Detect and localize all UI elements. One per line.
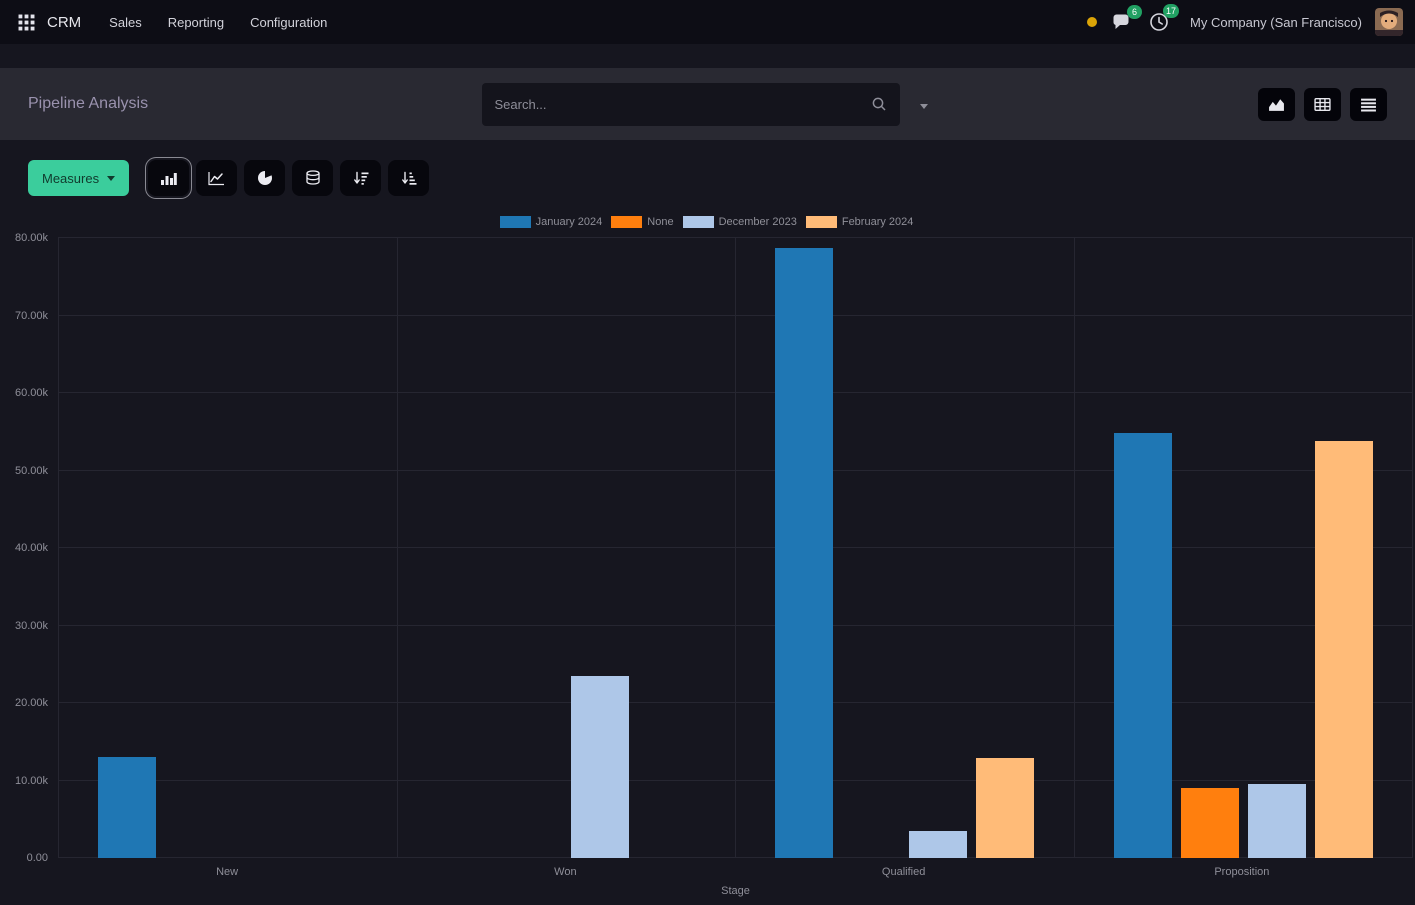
bar-qualified-december-2023[interactable] [909,831,968,858]
messages-button[interactable]: 6 [1110,5,1143,33]
x-axis-category: Qualified [881,866,926,878]
top-navbar: CRM Sales Reporting Configuration 6 17 M… [0,0,1415,44]
view-switch-list[interactable] [1350,87,1387,121]
graph-toolbar: Measures [0,140,1415,204]
gridline [58,237,1413,238]
menu-reporting[interactable]: Reporting [167,14,225,30]
x-axis-category: Won [554,866,577,878]
legend-item-january-2024[interactable]: January 2024 [499,216,603,228]
view-switch-pivot[interactable] [1304,87,1341,121]
search-options-toggle[interactable] [914,91,934,118]
x-axis-category: Proposition [1214,866,1270,878]
legend-label: December 2023 [718,216,797,228]
search-icon [872,97,886,111]
legend-swatch [611,216,643,228]
bar-group-qualified [735,238,1074,858]
y-axis-tick: 40.00k [14,542,48,554]
legend-item-none[interactable]: None [611,216,674,228]
line-chart-button[interactable] [196,160,238,196]
legend-swatch [499,216,531,228]
bar-qualified-february-2024[interactable] [976,758,1035,858]
sort-ascending-button[interactable] [388,160,430,196]
view-pivot-icon [1314,97,1331,111]
x-axis-title: Stage [721,885,750,897]
legend-item-february-2024[interactable]: February 2024 [805,216,914,228]
view-switch-graph[interactable] [1258,87,1295,121]
company-switcher[interactable]: My Company (San Francisco) [1190,14,1362,30]
y-axis: 0.00 10.00k 20.00k 30.00k 40.00k 50.00k 60.00k… [0,232,58,864]
y-axis-tick: 50.00k [14,464,48,477]
main-menu: Sales Reporting Configuration [99,8,337,37]
y-axis-tick: 60.00k [14,387,48,399]
bar-chart-icon [161,172,177,185]
apps-menu-button[interactable] [12,10,41,35]
pie-chart-icon [257,170,272,185]
plot-area [58,237,1413,858]
page-title: Pipeline Analysis [28,95,149,112]
pie-chart-button[interactable] [244,160,286,196]
sort-desc-icon [353,171,369,185]
bar-proposition-february-2024[interactable] [1314,441,1373,858]
y-axis-tick: 70.00k [14,309,48,322]
menu-sales[interactable]: Sales [109,14,142,30]
y-axis-tick: 0.00 [26,852,48,864]
search-bar[interactable] [481,82,900,126]
measures-button[interactable]: Measures [28,160,130,196]
bar-proposition-january-2024[interactable] [1113,433,1172,858]
chart-legend: January 2024 None December 2023 February 20… [0,216,1413,228]
bar-qualified-january-2024[interactable] [775,248,834,858]
activities-badge: 17 [1163,4,1180,18]
apps-grid-icon [18,14,35,30]
view-list-icon [1361,98,1376,112]
sort-asc-icon [401,171,417,185]
user-avatar[interactable] [1375,8,1403,36]
bar-new-january-2024[interactable] [98,757,157,858]
y-axis-tick: 30.00k [14,619,48,632]
chevron-down-icon [107,175,116,181]
legend-swatch [682,216,714,228]
control-panel: Pipeline Analysis [0,68,1415,140]
x-axis: New Won Qualified Proposition [58,858,1411,878]
bar-group-new [58,238,397,858]
menu-configuration[interactable]: Configuration [250,14,328,30]
bar-chart-button[interactable] [148,160,190,196]
y-axis-tick: 20.00k [14,697,48,709]
activities-clock-icon [1150,13,1168,31]
x-axis-category: New [216,866,239,878]
stacked-toggle-button[interactable] [292,160,334,196]
sort-descending-button[interactable] [340,160,382,196]
legend-label: None [647,216,674,228]
legend-item-december-2023[interactable]: December 2023 [682,216,797,228]
pipeline-analysis-chart: January 2024 None December 2023 February 20… [0,216,1415,897]
y-axis-tick: 80.00k [14,232,48,244]
legend-label: February 2024 [841,216,914,228]
bar-group-proposition [1073,238,1413,858]
chevron-down-icon [919,103,928,109]
bar-proposition-december-2023[interactable] [1247,784,1306,858]
online-dot-icon [1087,17,1098,27]
legend-swatch [805,216,837,228]
bar-won-december-2023[interactable] [570,676,629,858]
y-axis-tick: 10.00k [14,774,48,787]
search-input[interactable] [494,96,871,112]
legend-label: January 2024 [535,216,603,228]
bar-proposition-none[interactable] [1180,788,1239,858]
stacked-icon [305,170,320,185]
app-name[interactable]: CRM [47,13,82,31]
messages-badge: 6 [1127,5,1143,19]
bar-group-won [396,238,736,858]
measures-label: Measures [42,170,100,186]
messages-icon [1113,14,1129,29]
activities-button[interactable]: 17 [1147,4,1180,34]
line-chart-icon [208,171,225,185]
view-graph-icon [1269,98,1284,111]
